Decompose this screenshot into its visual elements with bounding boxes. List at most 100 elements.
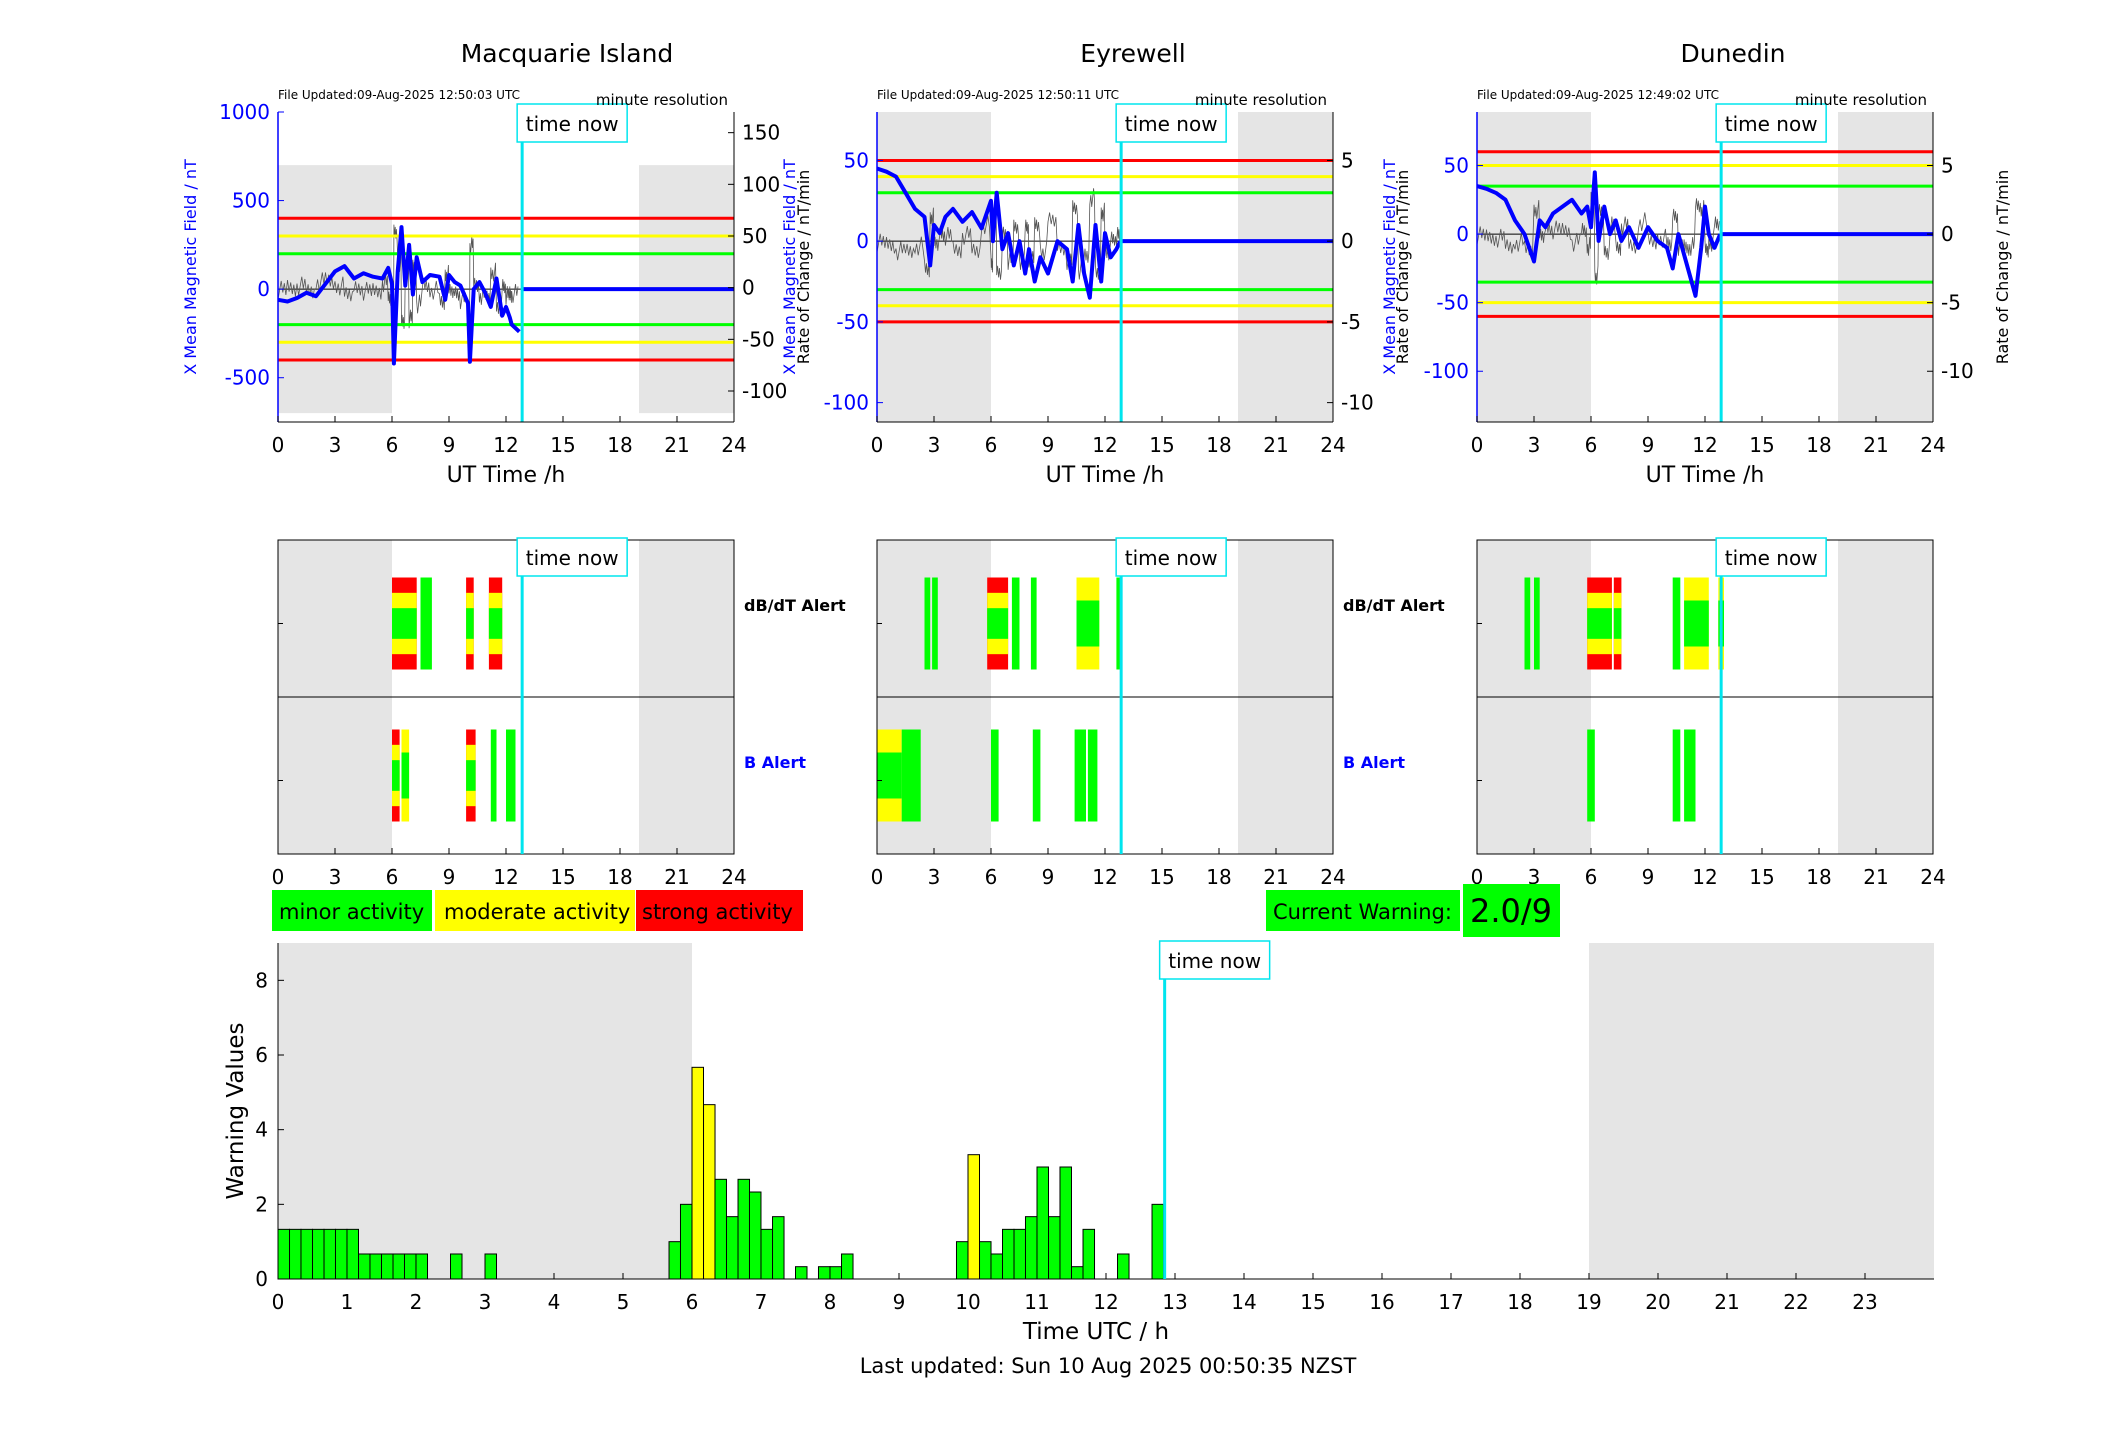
b-alert-block bbox=[1074, 729, 1086, 822]
warning-bar bbox=[967, 1154, 981, 1280]
x-tick-label: 15 bbox=[1749, 433, 1774, 457]
night-shade bbox=[877, 112, 991, 422]
x-tick-label: 15 bbox=[1149, 433, 1174, 457]
time-now-box bbox=[516, 103, 628, 143]
warning-bar bbox=[1071, 1266, 1084, 1280]
x-tick-label: 18 bbox=[607, 433, 632, 457]
station-title-macquarie: Macquarie Island bbox=[461, 39, 674, 68]
warning-bar bbox=[1059, 1166, 1072, 1280]
x-tick-label: 24 bbox=[721, 433, 746, 457]
right-tick-label: 100 bbox=[742, 172, 780, 196]
warning-bar bbox=[1024, 1216, 1038, 1280]
x-tick-label: 23 bbox=[1852, 1290, 1877, 1314]
left-tick-label: -100 bbox=[824, 391, 869, 415]
resolution-label: minute resolution bbox=[1195, 91, 1327, 109]
left-tick-label: -500 bbox=[225, 366, 270, 390]
x-tick-label: 4 bbox=[548, 1290, 561, 1314]
left-tick-label: -50 bbox=[1436, 291, 1469, 315]
x-tick-label: 9 bbox=[443, 433, 456, 457]
legend-strong-label: strong activity bbox=[642, 900, 793, 924]
right-tick-label: -50 bbox=[742, 327, 775, 351]
b-alert-block bbox=[877, 752, 902, 799]
b-alert-block bbox=[506, 729, 516, 822]
warning-bar bbox=[829, 1266, 843, 1280]
field-series-line bbox=[1476, 170, 1723, 298]
warning-bar bbox=[1117, 1253, 1130, 1280]
right-y-axis-label: Rate of Change / nT/min bbox=[1393, 170, 1412, 365]
x-tick-label: 0 bbox=[272, 1290, 285, 1314]
warning-bar bbox=[289, 1228, 302, 1280]
x-tick-label: 3 bbox=[1528, 865, 1541, 889]
db-alert-block bbox=[420, 577, 432, 670]
legend-moderate-label: moderate activity bbox=[444, 900, 630, 924]
warning-bar bbox=[450, 1253, 463, 1280]
x-tick-label: 3 bbox=[479, 1290, 492, 1314]
night-shade bbox=[278, 943, 692, 1279]
left-tick-label: 1000 bbox=[219, 100, 270, 124]
warning-bar bbox=[668, 1241, 682, 1280]
x-tick-label: 6 bbox=[386, 433, 399, 457]
b-alert-block bbox=[1672, 729, 1681, 822]
warning-bar bbox=[1036, 1166, 1050, 1280]
left-tick-label: 500 bbox=[232, 189, 270, 213]
y-tick-label: 2 bbox=[255, 1192, 268, 1216]
x-tick-label: 21 bbox=[1863, 433, 1888, 457]
warning-bar bbox=[691, 1066, 705, 1280]
x-tick-label: 12 bbox=[1692, 433, 1717, 457]
time-now-box bbox=[1715, 537, 1827, 577]
warning-bar bbox=[979, 1241, 992, 1280]
time-now-label: time now bbox=[526, 112, 619, 136]
x-tick-label: 24 bbox=[1320, 865, 1345, 889]
x-tick-label: 17 bbox=[1438, 1290, 1463, 1314]
warning-bar bbox=[726, 1216, 739, 1280]
db-alert-block bbox=[1011, 577, 1020, 670]
left-tick-label: 50 bbox=[844, 148, 869, 172]
right-tick-label: 0 bbox=[1941, 222, 1954, 246]
legend-strong-swatch bbox=[636, 890, 803, 931]
db-alert-block bbox=[1116, 577, 1123, 670]
time-now-label: time now bbox=[1725, 546, 1818, 570]
warning-bar bbox=[300, 1228, 313, 1280]
x-tick-label: 12 bbox=[1692, 865, 1717, 889]
x-tick-label: 7 bbox=[755, 1290, 768, 1314]
x-tick-label: 21 bbox=[664, 865, 689, 889]
x-tick-label: 3 bbox=[329, 433, 342, 457]
x-tick-label: 6 bbox=[386, 865, 399, 889]
x-tick-label: 21 bbox=[1714, 1290, 1739, 1314]
x-tick-label: 6 bbox=[1585, 433, 1598, 457]
db-alert-block bbox=[932, 577, 938, 670]
x-tick-label: 21 bbox=[664, 433, 689, 457]
x-tick-label: 0 bbox=[272, 433, 285, 457]
alert-panel-0: time now 0 3 6 9 12 15 18 21 24 dB/dT Alert B Alert bbox=[272, 537, 846, 889]
night-shade bbox=[1589, 943, 1934, 1279]
x-tick-label: 12 bbox=[1092, 865, 1117, 889]
x-tick-label: 14 bbox=[1231, 1290, 1256, 1314]
time-now-label: time now bbox=[526, 546, 619, 570]
warning-bar bbox=[760, 1228, 774, 1280]
time-now-box bbox=[1115, 103, 1227, 143]
x-tick-label: 3 bbox=[928, 865, 941, 889]
x-tick-label: 9 bbox=[893, 1290, 906, 1314]
x-tick-label: 9 bbox=[443, 865, 456, 889]
db-alert-block bbox=[924, 577, 931, 670]
y-tick-label: 6 bbox=[255, 1043, 268, 1067]
warning-bar bbox=[277, 1228, 291, 1280]
current-warning-label: Current Warning: bbox=[1273, 900, 1452, 924]
b-alert-block bbox=[466, 760, 476, 791]
x-tick-label: 9 bbox=[1042, 433, 1055, 457]
resolution-label: minute resolution bbox=[596, 91, 728, 109]
db-alert-block bbox=[1030, 577, 1037, 670]
b-alert-block bbox=[1087, 729, 1098, 822]
x-tick-label: 6 bbox=[686, 1290, 699, 1314]
b-alert-block bbox=[1032, 729, 1041, 822]
warning-bar bbox=[1082, 1228, 1096, 1280]
db-alert-block bbox=[1672, 577, 1681, 670]
left-tick-label: 0 bbox=[1456, 222, 1469, 246]
x-axis-label: UT Time /h bbox=[1046, 463, 1165, 488]
footer-last-updated: Last updated: Sun 10 Aug 2025 00:50:35 N… bbox=[860, 1354, 1357, 1378]
x-tick-label: 12 bbox=[1092, 433, 1117, 457]
field-series-line bbox=[277, 225, 521, 366]
x-tick-label: 6 bbox=[985, 865, 998, 889]
